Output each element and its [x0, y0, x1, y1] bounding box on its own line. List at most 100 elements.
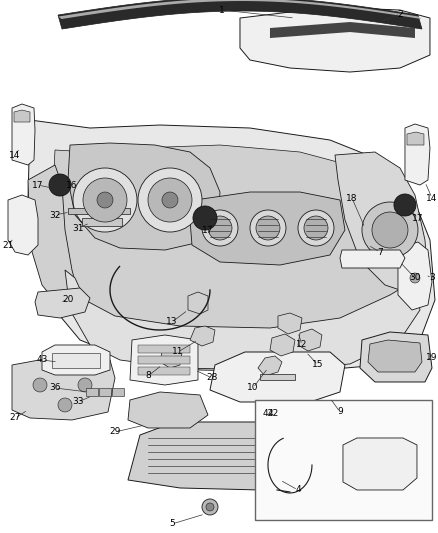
Circle shape: [202, 499, 218, 515]
Circle shape: [73, 168, 137, 232]
Text: 9: 9: [337, 408, 343, 416]
Text: 15: 15: [312, 360, 324, 369]
Text: 42: 42: [262, 409, 274, 418]
Polygon shape: [82, 218, 122, 226]
Polygon shape: [130, 335, 198, 385]
Text: 11: 11: [172, 348, 184, 357]
Polygon shape: [270, 334, 295, 356]
Circle shape: [372, 212, 408, 248]
Circle shape: [362, 202, 418, 258]
Polygon shape: [270, 22, 415, 38]
Polygon shape: [12, 104, 35, 165]
Text: 21: 21: [2, 240, 14, 249]
Bar: [255, 400, 432, 520]
Polygon shape: [258, 356, 282, 376]
Polygon shape: [405, 124, 430, 185]
Text: 12: 12: [296, 341, 307, 350]
Text: 32: 32: [49, 211, 61, 220]
Text: 5: 5: [169, 520, 175, 529]
Text: 1: 1: [219, 5, 225, 14]
Circle shape: [33, 378, 47, 392]
Text: 29: 29: [110, 427, 121, 437]
Text: 17: 17: [202, 225, 214, 235]
Text: 14: 14: [9, 150, 21, 159]
Polygon shape: [99, 388, 111, 396]
Polygon shape: [68, 208, 130, 214]
Polygon shape: [190, 192, 345, 265]
Polygon shape: [35, 288, 90, 318]
Circle shape: [83, 178, 127, 222]
Text: 18: 18: [346, 193, 358, 203]
Text: 16: 16: [66, 181, 78, 190]
Text: 3: 3: [429, 273, 435, 282]
Circle shape: [304, 216, 328, 240]
Polygon shape: [28, 120, 435, 372]
Circle shape: [394, 194, 416, 216]
Polygon shape: [260, 374, 295, 380]
Polygon shape: [298, 329, 322, 351]
Text: 28: 28: [206, 374, 218, 383]
Polygon shape: [12, 358, 115, 420]
Polygon shape: [138, 356, 190, 364]
Circle shape: [138, 168, 202, 232]
Polygon shape: [335, 152, 428, 295]
Circle shape: [162, 192, 178, 208]
Circle shape: [148, 178, 192, 222]
Circle shape: [250, 210, 286, 246]
Polygon shape: [8, 195, 38, 255]
Polygon shape: [52, 353, 100, 368]
Text: 43: 43: [36, 356, 48, 365]
Polygon shape: [58, 0, 422, 29]
Polygon shape: [138, 345, 190, 353]
Text: 19: 19: [426, 353, 438, 362]
Circle shape: [49, 174, 71, 196]
Circle shape: [202, 210, 238, 246]
Polygon shape: [42, 345, 110, 375]
Polygon shape: [65, 270, 420, 370]
Circle shape: [208, 216, 232, 240]
Polygon shape: [343, 438, 417, 490]
Polygon shape: [398, 242, 432, 310]
Circle shape: [298, 210, 334, 246]
Text: 4: 4: [295, 486, 301, 495]
Polygon shape: [68, 143, 220, 250]
Polygon shape: [340, 250, 405, 268]
Circle shape: [58, 398, 72, 412]
Polygon shape: [407, 132, 424, 145]
Polygon shape: [128, 392, 208, 428]
Text: 33: 33: [72, 398, 84, 407]
Polygon shape: [138, 367, 190, 375]
Polygon shape: [86, 388, 98, 396]
Polygon shape: [240, 8, 430, 72]
Text: 36: 36: [49, 383, 61, 392]
Polygon shape: [210, 352, 345, 402]
Polygon shape: [52, 145, 420, 358]
Circle shape: [78, 378, 92, 392]
Text: 20: 20: [62, 295, 74, 304]
Circle shape: [193, 206, 217, 230]
Polygon shape: [28, 165, 80, 310]
Polygon shape: [188, 292, 208, 314]
Polygon shape: [128, 422, 315, 490]
Polygon shape: [59, 0, 421, 19]
Text: 10: 10: [247, 383, 259, 392]
Text: 7: 7: [377, 247, 383, 256]
Text: 17: 17: [32, 181, 44, 190]
Circle shape: [410, 273, 420, 283]
Text: 14: 14: [426, 193, 438, 203]
Polygon shape: [112, 388, 124, 396]
Circle shape: [97, 192, 113, 208]
Circle shape: [256, 216, 280, 240]
Polygon shape: [190, 326, 215, 346]
Polygon shape: [278, 313, 302, 334]
Polygon shape: [360, 332, 432, 382]
Polygon shape: [368, 340, 422, 372]
Text: 27: 27: [9, 414, 21, 423]
Text: 30: 30: [409, 273, 421, 282]
Circle shape: [206, 503, 214, 511]
Text: 2: 2: [397, 10, 403, 19]
Text: 17: 17: [412, 214, 424, 222]
Text: 31: 31: [72, 223, 84, 232]
Polygon shape: [160, 348, 182, 368]
Text: 13: 13: [166, 318, 178, 327]
